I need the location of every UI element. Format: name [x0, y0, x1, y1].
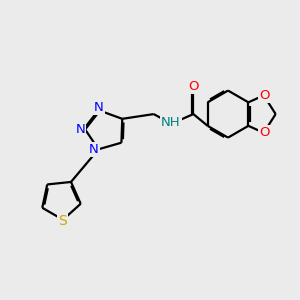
Text: O: O: [259, 126, 269, 139]
Text: N: N: [94, 101, 103, 114]
Text: N: N: [89, 143, 99, 156]
Text: O: O: [259, 89, 269, 102]
Text: NH: NH: [161, 116, 181, 129]
Text: S: S: [58, 214, 67, 228]
Text: N: N: [75, 123, 85, 136]
Text: O: O: [188, 80, 199, 93]
